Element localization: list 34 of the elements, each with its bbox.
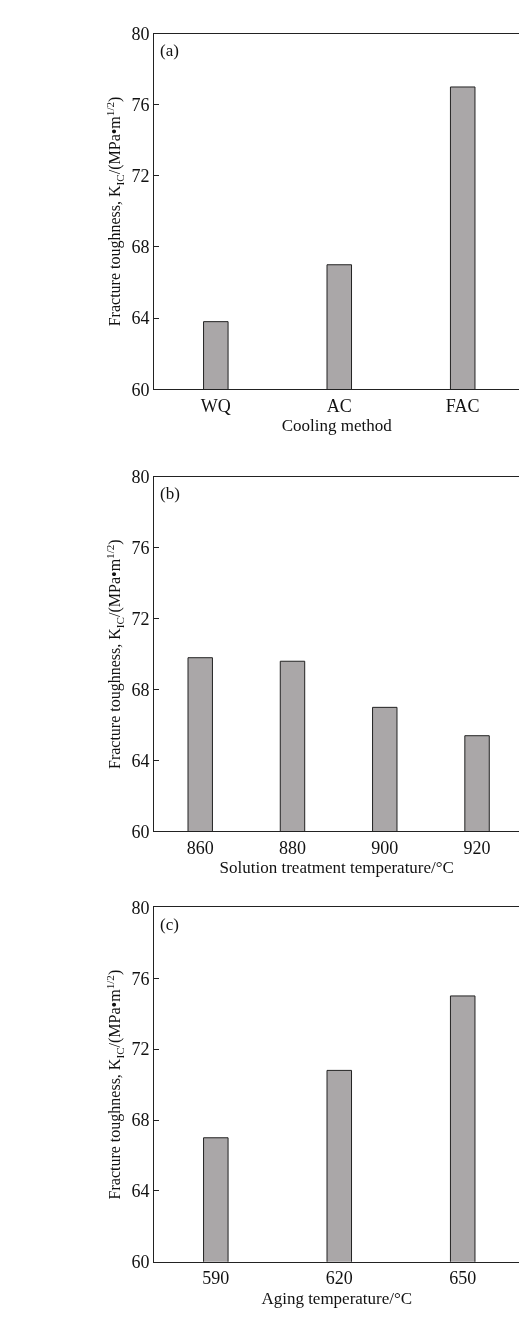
x-tick-label: WQ bbox=[200, 395, 231, 416]
y-tick-label: 64 bbox=[131, 750, 150, 771]
y-tick-label: 64 bbox=[131, 308, 150, 329]
x-tick-label: 900 bbox=[371, 838, 399, 859]
y-tick-label: 80 bbox=[131, 467, 150, 488]
x-tick-label: 880 bbox=[279, 838, 306, 859]
y-tick-label: 76 bbox=[131, 538, 150, 559]
annotation: (a) bbox=[160, 41, 179, 60]
x-tick-label: 620 bbox=[325, 1268, 353, 1289]
x-axis-title: Solution treatment temperature/°C bbox=[219, 858, 454, 878]
y-tick-label: 80 bbox=[131, 23, 150, 44]
y-tick-label: 68 bbox=[131, 237, 150, 258]
y-tick-label: 72 bbox=[131, 609, 150, 629]
y-tick-label: 72 bbox=[131, 1039, 150, 1060]
y-tick-label: 60 bbox=[131, 821, 150, 842]
x-axis-title: Cooling method bbox=[281, 416, 393, 436]
y-tick-label: 68 bbox=[131, 1110, 150, 1131]
y-tick-label: 72 bbox=[131, 166, 150, 187]
x-tick-label: FAC bbox=[445, 395, 480, 416]
x-axis-title: Aging temperature/°C bbox=[261, 1288, 413, 1308]
y-tick-label: 76 bbox=[131, 968, 150, 989]
y-tick-label: 76 bbox=[131, 95, 150, 116]
y-tick-label: 64 bbox=[131, 1181, 150, 1202]
y-tick-label: 68 bbox=[131, 679, 150, 700]
y-tick-label: 80 bbox=[131, 897, 150, 918]
y-tick-label: 60 bbox=[131, 1252, 150, 1273]
annotation: (c) bbox=[160, 915, 179, 934]
y-tick-label: 60 bbox=[131, 379, 150, 400]
x-tick-label: 650 bbox=[449, 1268, 477, 1289]
x-tick-label: 920 bbox=[463, 838, 491, 859]
x-tick-label: 590 bbox=[202, 1268, 230, 1289]
x-tick-label: 860 bbox=[186, 838, 214, 859]
x-tick-label: AC bbox=[326, 395, 352, 416]
annotation: (b) bbox=[160, 484, 180, 503]
